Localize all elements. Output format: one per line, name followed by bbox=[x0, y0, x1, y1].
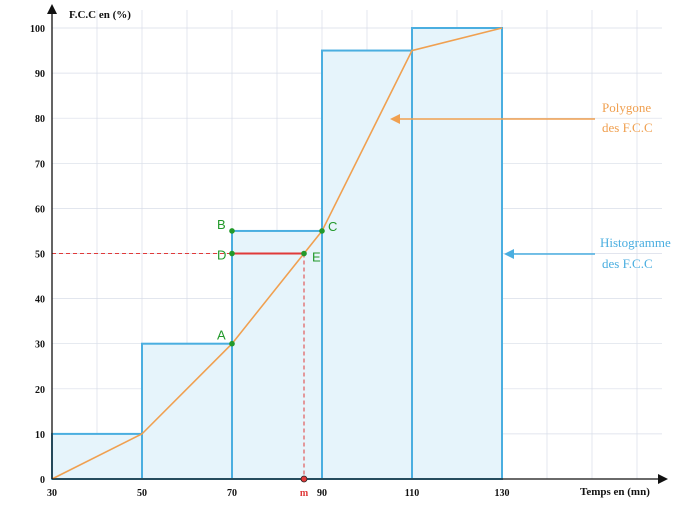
point-a-label: A bbox=[217, 328, 226, 343]
histogram-bar bbox=[411, 27, 503, 480]
point-e-label: E bbox=[312, 250, 321, 265]
x-tick-label: 90 bbox=[317, 488, 327, 499]
x-axis-label: Temps en (mn) bbox=[580, 486, 650, 498]
histogram-legend-line1: Histogramme bbox=[600, 235, 671, 250]
labelled-points: A B C D E bbox=[217, 217, 337, 347]
median-tick-label: m bbox=[300, 488, 309, 499]
x-tick-label: 110 bbox=[405, 488, 419, 499]
x-tick-label: 30 bbox=[47, 488, 57, 499]
axes bbox=[47, 4, 668, 484]
y-tick-label: 10 bbox=[35, 430, 45, 441]
polygon-legend-line1: Polygone bbox=[602, 100, 651, 115]
histogram-bar bbox=[231, 229, 323, 480]
y-tick-label: 90 bbox=[35, 69, 45, 80]
x-tick-label: 70 bbox=[227, 488, 237, 499]
histogram-bar bbox=[141, 342, 233, 481]
y-tick-label: 70 bbox=[35, 159, 45, 170]
y-tick-label: 30 bbox=[35, 340, 45, 351]
point-c-label: C bbox=[328, 219, 337, 234]
point-d-label: D bbox=[217, 248, 226, 263]
histogram-legend-line2: des F.C.C bbox=[602, 256, 653, 271]
point-b-label: B bbox=[217, 217, 226, 232]
x-axis-arrow bbox=[658, 474, 668, 484]
polygon-line bbox=[51, 27, 503, 480]
y-tick-label: 40 bbox=[35, 295, 45, 306]
tick-labels: 30 50 70 90 110 130 0 10 20 30 40 50 60 70 80 90 100 m bbox=[30, 24, 510, 499]
polygon bbox=[51, 27, 503, 480]
median-marker bbox=[300, 475, 308, 483]
x-tick-label: 50 bbox=[137, 488, 147, 499]
y-tick-label: 80 bbox=[35, 114, 45, 125]
point-c-marker bbox=[319, 228, 325, 234]
x-tick-label: 130 bbox=[495, 488, 510, 499]
histogram-pointer-arrow bbox=[504, 249, 514, 259]
point-b-marker bbox=[229, 228, 235, 234]
y-tick-label: 50 bbox=[35, 250, 45, 261]
median-guides bbox=[52, 252, 305, 479]
y-tick-label: 20 bbox=[35, 385, 45, 396]
polygon-pointer-arrow bbox=[390, 114, 400, 124]
polygon-legend-line2: des F.C.C bbox=[602, 120, 653, 135]
point-e-marker bbox=[301, 250, 307, 257]
y-tick-label: 60 bbox=[35, 204, 45, 215]
point-a-marker bbox=[229, 340, 235, 347]
axis-and-legend-labels: F.C.C en (%) Temps en (mn) Polygone des … bbox=[69, 9, 671, 498]
y-tick-label: 0 bbox=[40, 475, 45, 486]
y-axis-label: F.C.C en (%) bbox=[69, 9, 131, 21]
y-axis-arrow bbox=[47, 4, 57, 14]
point-d-marker bbox=[229, 250, 235, 257]
y-tick-label: 100 bbox=[30, 24, 45, 35]
